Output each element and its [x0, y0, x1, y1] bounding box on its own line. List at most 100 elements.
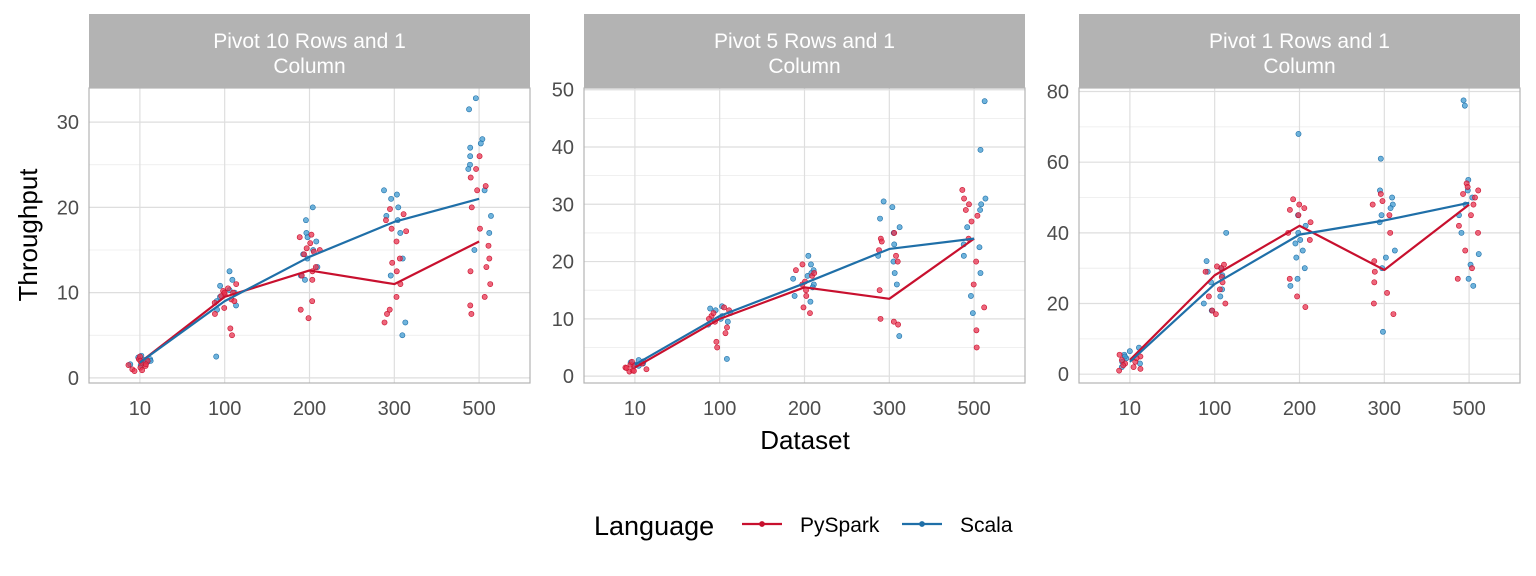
data-point-pyspark: [1306, 237, 1313, 243]
y-tick-label: 10: [552, 309, 574, 331]
y-tick-label: 30: [57, 112, 79, 134]
y-tick-label: 30: [552, 194, 574, 216]
data-point-pyspark: [631, 368, 637, 374]
data-point-pyspark: [1286, 206, 1293, 213]
data-point-pyspark: [1120, 362, 1127, 369]
data-point-pyspark: [393, 293, 400, 300]
data-point-scala: [381, 187, 387, 194]
data-point-scala: [1389, 194, 1395, 201]
data-point-pyspark: [878, 238, 885, 245]
data-point-scala: [477, 140, 484, 147]
y-tick-label: 40: [1047, 223, 1069, 245]
data-point-pyspark: [387, 206, 393, 212]
data-point-scala: [402, 319, 409, 326]
data-point-pyspark: [468, 311, 475, 317]
legend-label-pyspark: PySpark: [800, 514, 880, 537]
data-point-pyspark: [1469, 265, 1475, 272]
data-point-pyspark: [724, 324, 730, 331]
data-point-pyspark: [383, 217, 389, 224]
y-tick-label: 40: [552, 137, 574, 159]
data-point-scala: [981, 98, 988, 105]
data-point-pyspark: [1216, 286, 1223, 293]
data-point-pyspark: [1295, 212, 1302, 219]
data-point-pyspark: [227, 325, 234, 332]
data-point-scala: [982, 195, 989, 202]
data-point-scala: [1458, 229, 1465, 236]
data-point-scala: [1287, 282, 1294, 289]
legend-key-point-scala: [919, 521, 925, 527]
y-tick-label: 20: [1047, 294, 1069, 316]
data-point-scala: [488, 212, 494, 219]
data-point-scala: [896, 333, 903, 339]
data-point-scala: [465, 166, 472, 172]
data-point-scala: [226, 268, 233, 275]
data-point-pyspark: [981, 304, 988, 311]
data-point-pyspark: [895, 321, 901, 328]
series-line-scala: [1129, 201, 1470, 363]
data-point-pyspark: [1470, 201, 1477, 208]
data-point-pyspark: [212, 311, 218, 317]
data-point-scala: [1465, 275, 1472, 282]
data-point-pyspark: [1464, 184, 1471, 190]
data-point-pyspark: [876, 287, 883, 294]
data-point-scala: [1126, 348, 1133, 355]
data-point-pyspark: [233, 281, 240, 287]
y-tick-label: 80: [1047, 82, 1069, 104]
data-point-scala: [313, 238, 320, 245]
data-point-pyspark: [229, 332, 235, 339]
data-point-scala: [1391, 247, 1398, 254]
data-point-pyspark: [714, 344, 721, 351]
data-point-pyspark: [807, 310, 813, 317]
data-point-pyspark: [1137, 365, 1144, 372]
data-point-scala: [960, 252, 967, 259]
data-point-pyspark: [713, 338, 720, 345]
data-point-pyspark: [312, 264, 319, 270]
series-line-pyspark: [1129, 203, 1470, 361]
data-point-pyspark: [384, 311, 390, 317]
data-point-scala: [724, 318, 731, 325]
x-tick-label: 200: [1283, 398, 1316, 420]
x-tick-label: 100: [1198, 398, 1231, 420]
y-tick-label: 0: [1058, 364, 1069, 386]
data-point-scala: [486, 230, 493, 236]
data-point-scala: [1217, 293, 1224, 300]
data-point-pyspark: [893, 252, 899, 259]
data-point-scala: [471, 247, 478, 253]
data-point-scala: [1200, 300, 1207, 307]
data-point-pyspark: [139, 367, 145, 374]
x-tick-label: 200: [788, 398, 821, 420]
y-tick-label: 10: [57, 283, 79, 305]
data-point-scala: [395, 204, 402, 211]
data-point-scala: [394, 191, 400, 198]
y-tick-label: 0: [68, 368, 79, 390]
x-tick-label: 100: [208, 398, 241, 420]
data-point-pyspark: [1371, 268, 1378, 275]
data-point-pyspark: [811, 270, 818, 276]
data-point-pyspark: [799, 261, 806, 268]
data-point-pyspark: [1456, 222, 1462, 229]
x-tick-label: 300: [1368, 398, 1401, 420]
data-point-scala: [217, 282, 223, 289]
y-tick-label: 0: [563, 366, 574, 388]
data-point-scala: [309, 204, 316, 211]
y-tick-label: 50: [552, 80, 574, 102]
x-axis-title: Dataset: [760, 425, 850, 455]
data-point-scala: [387, 272, 394, 279]
panel-border: [1078, 87, 1521, 384]
facet-title-line2: Column: [768, 55, 840, 78]
data-point-pyspark: [1202, 268, 1209, 275]
data-point-scala: [388, 195, 395, 202]
data-point-scala: [1382, 254, 1389, 261]
data-point-pyspark: [890, 318, 897, 325]
data-point-scala: [1461, 102, 1468, 109]
data-point-pyspark: [221, 289, 228, 296]
data-point-pyspark: [1369, 201, 1376, 208]
data-point-pyspark: [1209, 307, 1216, 314]
panel-border: [583, 87, 1026, 384]
data-point-pyspark: [1286, 275, 1293, 282]
data-point-pyspark: [467, 174, 474, 181]
data-point-scala: [978, 201, 985, 208]
data-point-pyspark: [973, 344, 980, 351]
